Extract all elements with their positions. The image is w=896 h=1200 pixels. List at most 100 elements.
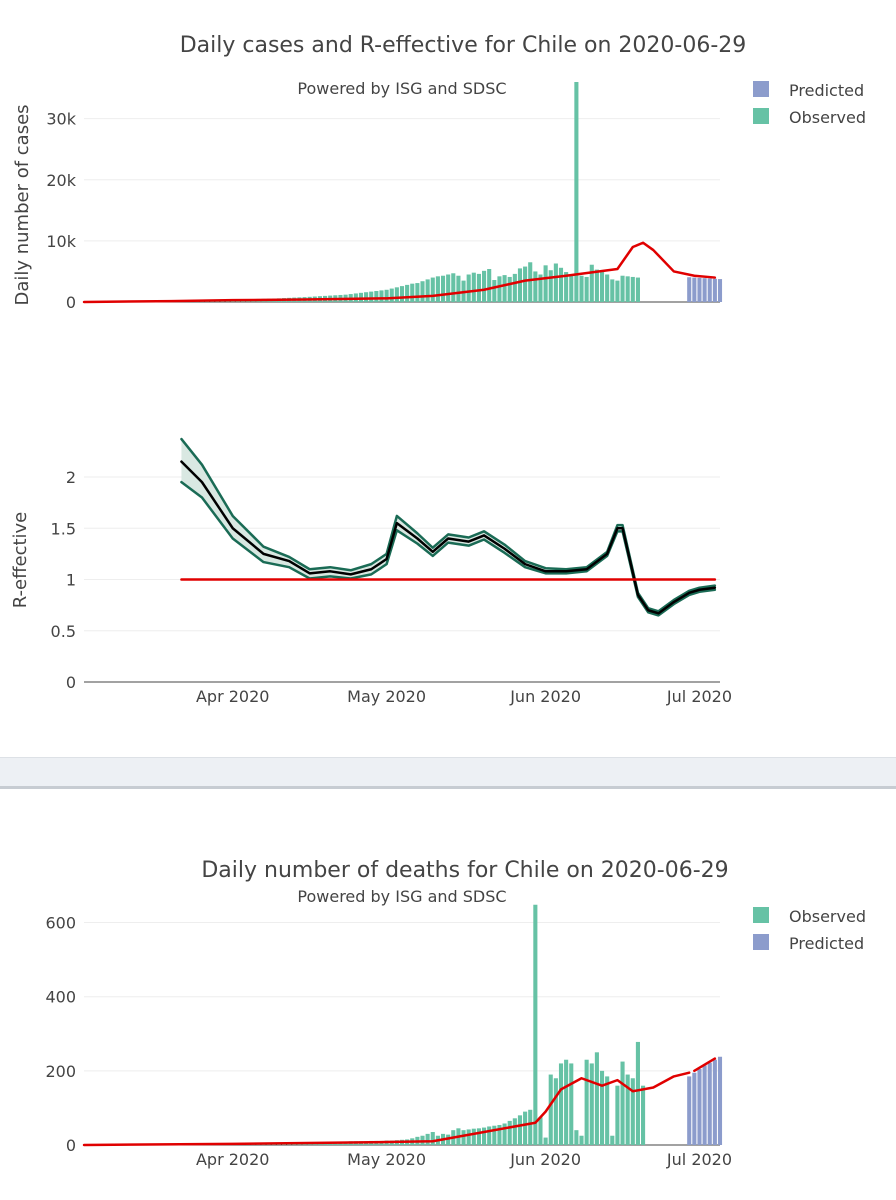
observed-death-bar (574, 1130, 579, 1145)
observed-case-bar (533, 271, 538, 302)
legend1-label-observed[interactable]: Observed (789, 108, 866, 127)
observed-case-bar (558, 267, 564, 302)
observed-death-bar (548, 1074, 553, 1145)
figure1-legend[interactable]: Predicted Observed (753, 81, 866, 127)
observed-death-bar (430, 1132, 435, 1145)
observed-death-bar (497, 1124, 502, 1145)
deaths-x-tick-label: Apr 2020 (196, 1150, 269, 1169)
observed-case-bar (384, 289, 389, 302)
observed-case-bar (394, 287, 399, 302)
observed-death-bar (625, 1074, 630, 1145)
observed-case-bar (482, 270, 487, 302)
observed-case-bar (584, 276, 589, 302)
observed-death-bar (476, 1128, 481, 1145)
r-effective-y-tick-label: 1.5 (51, 519, 76, 538)
observed-case-bar (492, 280, 497, 302)
predicted-case-bar (717, 279, 723, 302)
observed-death-bar (523, 1111, 528, 1145)
observed-death-bar (461, 1130, 466, 1145)
observed-case-bar (487, 269, 492, 302)
predicted-case-bar (707, 278, 712, 302)
cases-y-tick-label: 20k (46, 171, 76, 190)
predicted-death-bar (692, 1072, 697, 1145)
observed-case-bar (425, 279, 430, 302)
deaths-y-tick-label: 200 (45, 1062, 76, 1081)
observed-case-bar (466, 274, 471, 302)
predicted-death-bar (712, 1059, 717, 1145)
observed-case-bar (574, 82, 579, 302)
observed-death-bar (502, 1123, 507, 1145)
observed-death-bar (528, 1109, 533, 1145)
cases-y-tick-label: 30k (46, 110, 76, 129)
observed-death-bar (630, 1078, 635, 1145)
observed-case-bar (374, 291, 379, 302)
predicted-death-bar (687, 1076, 692, 1145)
observed-case-bar (410, 283, 415, 302)
deaths-plot: 0 200 400 600 Apr 2020 May 2020 Jun 2020 Jul 20… (45, 904, 732, 1169)
r-effective-x-tick-label: Jul 2020 (666, 687, 732, 706)
predicted-death-bar (702, 1065, 707, 1145)
observed-case-bar (379, 290, 384, 302)
r-effective-plot: 0 0.5 1 1.5 2 Apr 2020 May 2020 Jun 2020 Jul 202… (51, 437, 732, 706)
r-effective-y-tick-label: 1 (66, 571, 76, 590)
deaths-trend-line (82, 1071, 691, 1147)
observed-death-bar (564, 1059, 569, 1145)
predicted-case-bar (692, 277, 697, 302)
predicted-case-bar (702, 278, 707, 302)
deaths-x-tick-label: Jul 2020 (666, 1150, 732, 1169)
r-effective-y-axis-title: R-effective (10, 512, 31, 609)
section-separator (0, 757, 896, 789)
observed-case-bar (523, 266, 528, 302)
figure1-subtitle: Powered by ISG and SDSC (297, 79, 506, 98)
predicted-death-bar (697, 1068, 702, 1145)
observed-case-bar (630, 276, 635, 302)
observed-case-bar (471, 272, 476, 302)
legend2-label-observed[interactable]: Observed (789, 907, 866, 926)
observed-case-bar (569, 274, 574, 302)
observed-death-bar (543, 1137, 548, 1145)
observed-case-bar (625, 276, 630, 302)
predicted-case-bar (687, 277, 692, 302)
deaths-y-tick-label: 600 (45, 914, 76, 933)
observed-case-bar (364, 292, 369, 302)
observed-death-bar (425, 1133, 430, 1145)
observed-death-bar (482, 1127, 487, 1145)
observed-death-bar (507, 1120, 512, 1145)
observed-death-bar (517, 1115, 523, 1145)
cases-plot: 0 10k 20k 30k (46, 82, 723, 312)
figure1-title: Daily cases and R-effective for Chile on… (180, 33, 747, 58)
observed-case-bar (605, 274, 610, 302)
observed-case-bar (589, 264, 594, 302)
observed-death-bar (466, 1129, 471, 1145)
observed-death-bar (589, 1063, 594, 1145)
observed-death-bar (610, 1135, 615, 1145)
figure2-legend[interactable]: Observed Predicted (753, 907, 866, 953)
legend1-swatch-observed (753, 108, 769, 124)
cases-y-tick-label: 10k (46, 232, 76, 251)
deaths-predicted-trend-line (693, 1057, 717, 1073)
legend1-label-predicted[interactable]: Predicted (789, 81, 864, 100)
observed-case-bar (369, 291, 374, 302)
legend1-swatch-predicted (753, 81, 769, 97)
observed-case-bar (476, 273, 481, 302)
observed-death-bar (558, 1063, 564, 1145)
observed-death-bar (487, 1126, 492, 1145)
observed-case-bar (548, 270, 553, 302)
legend2-label-predicted[interactable]: Predicted (789, 934, 864, 953)
deaths-y-tick-label: 0 (66, 1136, 76, 1155)
cases-trend-line (82, 241, 717, 304)
cases-y-axis-title: Daily number of cases (12, 104, 33, 305)
observed-death-bar (620, 1061, 625, 1145)
observed-death-bar (579, 1135, 584, 1145)
observed-case-bar (440, 275, 446, 302)
observed-death-bar (615, 1085, 620, 1145)
observed-case-bar (599, 272, 605, 302)
observed-death-bar (594, 1052, 599, 1145)
observed-case-bar (430, 277, 435, 302)
observed-case-bar (405, 284, 410, 302)
observed-death-bar (641, 1085, 646, 1145)
observed-case-bar (635, 277, 640, 302)
cases-y-tick-label: 0 (66, 293, 76, 312)
r-effective-y-tick-label: 0 (66, 673, 76, 692)
predicted-death-bar (717, 1056, 723, 1145)
